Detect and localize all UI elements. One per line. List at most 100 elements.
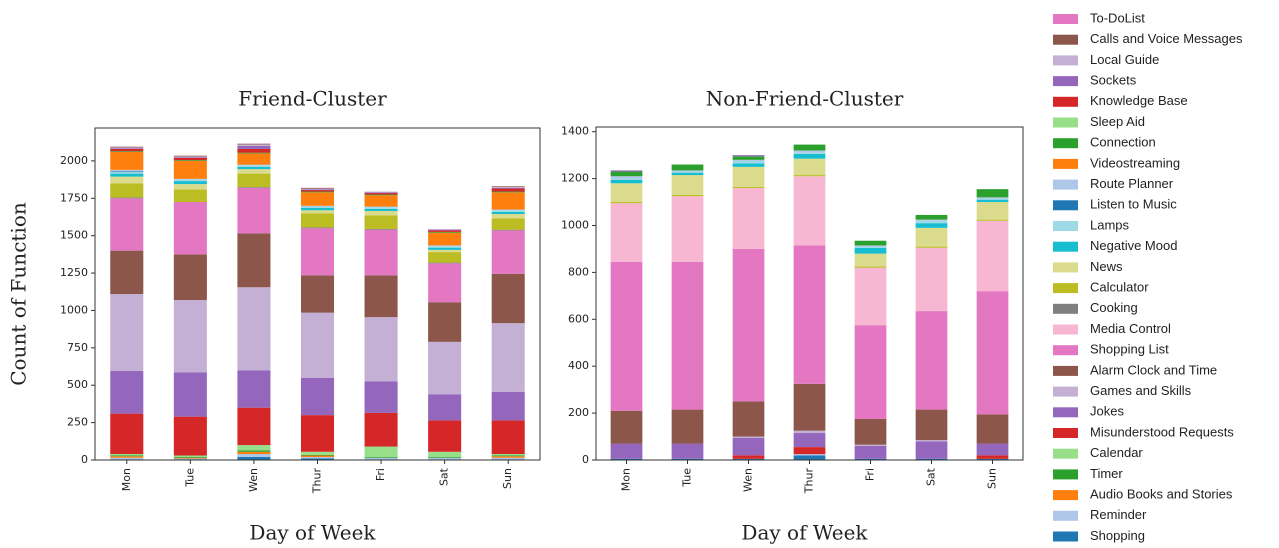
bar-segment bbox=[173, 254, 207, 300]
y-tick-label: 200 bbox=[568, 406, 589, 419]
bar-segment bbox=[610, 202, 643, 204]
bar-segment bbox=[793, 430, 826, 434]
bar-segment bbox=[110, 176, 144, 184]
bar-segment bbox=[428, 246, 462, 248]
bar-segment bbox=[110, 147, 144, 149]
bar-segment bbox=[237, 148, 271, 153]
axes-frame bbox=[595, 126, 1024, 461]
bar-segment bbox=[915, 227, 948, 247]
bar-segment bbox=[173, 458, 207, 460]
y-tick-label: 1000 bbox=[561, 218, 589, 231]
bar-segment bbox=[491, 455, 525, 457]
bar-segment bbox=[237, 152, 271, 154]
bar-segment bbox=[110, 171, 144, 173]
bar-segment bbox=[491, 186, 525, 188]
bar-segment bbox=[428, 302, 462, 342]
y-tick-label: 400 bbox=[568, 359, 589, 372]
x-tick-label: Sun bbox=[501, 468, 514, 489]
bar-segment bbox=[364, 229, 398, 276]
legend-label: Calculator bbox=[1090, 280, 1149, 295]
x-tick-label: Fri bbox=[864, 468, 877, 481]
bar-segment bbox=[854, 418, 887, 445]
bar-segment bbox=[237, 187, 271, 234]
bar-segment bbox=[915, 441, 948, 459]
bar-segment bbox=[110, 197, 144, 199]
legend-swatch bbox=[1053, 469, 1078, 480]
legend-label: Timer bbox=[1090, 466, 1123, 481]
x-tick-label: Sun bbox=[986, 468, 999, 489]
legend-swatch bbox=[1053, 241, 1078, 252]
bar-segment bbox=[428, 245, 462, 247]
x-tick-label: Tue bbox=[681, 468, 694, 488]
bar-segment bbox=[300, 191, 335, 193]
y-tick-label: 800 bbox=[568, 265, 589, 278]
bar-segment bbox=[491, 213, 525, 219]
bar-segment bbox=[237, 166, 271, 170]
bar-segment bbox=[610, 179, 643, 184]
bar-segment bbox=[364, 194, 398, 196]
bar-segment bbox=[671, 164, 704, 171]
x-tick-label: Thur bbox=[803, 468, 816, 495]
legend-label: To-DoList bbox=[1090, 10, 1145, 25]
x-axis-label: Day of Week bbox=[741, 521, 868, 545]
bar-segment bbox=[732, 159, 765, 162]
bar-segment bbox=[491, 209, 525, 211]
bar-segment bbox=[110, 456, 144, 458]
bar-segment bbox=[793, 152, 826, 154]
legend-swatch bbox=[1053, 138, 1078, 149]
chart-title: Friend-Cluster bbox=[238, 87, 387, 111]
bar-segment bbox=[915, 214, 948, 220]
bar-segment bbox=[300, 188, 335, 190]
bar-segment bbox=[110, 173, 144, 177]
bar-segment bbox=[610, 178, 643, 180]
axes-frame bbox=[94, 127, 541, 461]
bar-segment bbox=[300, 455, 335, 458]
x-tick-label: Sat bbox=[925, 467, 938, 486]
bar-segment bbox=[610, 170, 643, 172]
bar-segment bbox=[110, 455, 144, 457]
bar-segment bbox=[491, 420, 525, 455]
bar-segment bbox=[173, 184, 207, 190]
chart-title: Non-Friend-Cluster bbox=[706, 87, 904, 111]
bar-segment bbox=[732, 437, 765, 456]
bar-segment bbox=[976, 443, 1009, 456]
legend-label: Alarm Clock and Time bbox=[1090, 362, 1217, 377]
bar-segment bbox=[854, 247, 887, 254]
bar-segment bbox=[237, 164, 271, 166]
bar-segment bbox=[364, 446, 398, 458]
bar-segment bbox=[364, 195, 398, 207]
y-tick-label: 500 bbox=[67, 378, 88, 391]
bar-segment bbox=[915, 440, 948, 442]
bar-segment bbox=[428, 231, 462, 233]
bar-segment bbox=[428, 457, 462, 460]
bar-segment bbox=[915, 220, 948, 224]
bar-segment bbox=[110, 169, 144, 172]
legend-label: Sleep Aid bbox=[1090, 114, 1145, 129]
bar-segment bbox=[491, 391, 525, 421]
bar-segment bbox=[732, 187, 765, 249]
legend-label: Route Planner bbox=[1090, 176, 1174, 191]
bar-segment bbox=[173, 160, 207, 161]
bar-segment bbox=[610, 203, 643, 262]
bar-segment bbox=[491, 210, 525, 212]
bar-segment bbox=[364, 317, 398, 382]
bar-segment bbox=[428, 232, 462, 246]
y-tick-label: 250 bbox=[67, 416, 88, 429]
bar-segment bbox=[300, 312, 335, 378]
bar-segment bbox=[110, 371, 144, 414]
bar-segment bbox=[610, 183, 643, 203]
bar-segment bbox=[300, 206, 335, 209]
bar-segment bbox=[237, 143, 271, 145]
legend-label: Negative Mood bbox=[1090, 238, 1177, 253]
bar-segment bbox=[671, 170, 704, 172]
bar-segment bbox=[110, 198, 144, 251]
bar-segment bbox=[300, 415, 335, 452]
bar-segment bbox=[732, 161, 765, 164]
bar-segment bbox=[915, 247, 948, 312]
legend-swatch bbox=[1053, 510, 1078, 521]
x-tick-label: Mon bbox=[620, 468, 633, 491]
bar-segment bbox=[491, 273, 525, 324]
bar-segment bbox=[671, 409, 704, 444]
bar-segment bbox=[173, 372, 207, 417]
bar-segment bbox=[793, 454, 826, 456]
